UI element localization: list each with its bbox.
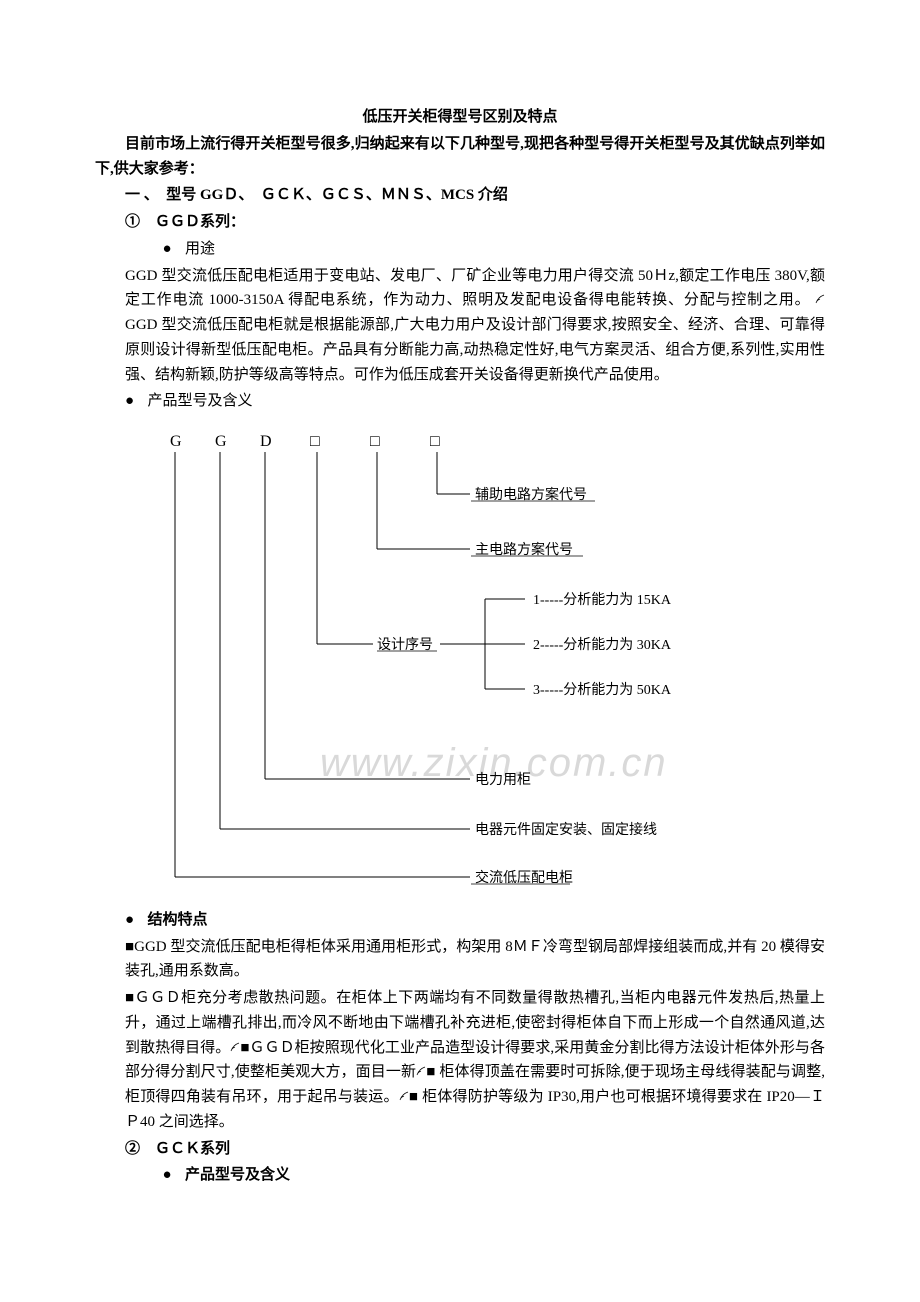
- diag-main-label: 主电路方案代号: [475, 541, 573, 558]
- diag-seq2: 2-----分析能力为 30KA: [533, 637, 672, 653]
- diag-letter-5: □: [430, 433, 440, 450]
- struct-p2-5: ■ＧＧＤ柜充分考虑散热问题。在柜体上下两端均有不同数量得散热槽孔,当柜内电器元件…: [95, 986, 825, 1135]
- bullet-model-label: 产品型号及含义: [148, 393, 253, 409]
- bullet-model-meaning: 产品型号及含义: [95, 389, 825, 414]
- doc-title: 低压开关柜得型号区别及特点: [95, 105, 825, 130]
- sub1-heading: ① ＧＧＤ系列：: [95, 210, 825, 235]
- diag-seq3: 3-----分析能力为 50KA: [533, 682, 672, 698]
- diag-letter-2: D: [260, 433, 272, 450]
- bullet-use: 用途: [95, 237, 825, 262]
- bullet-use-label: 用途: [185, 241, 215, 257]
- diag-letter-3: □: [310, 433, 320, 450]
- intro-para: 目前市场上流行得开关柜型号很多,归纳起来有以下几种型号,现把各种型号得开关柜型号…: [95, 132, 825, 182]
- diag-seq1: 1-----分析能力为 15KA: [533, 592, 672, 608]
- diag-letter-1: G: [215, 433, 227, 450]
- bullet-structure-label: 结构特点: [148, 912, 208, 928]
- bullet-model2-label: 产品型号及含义: [185, 1167, 290, 1183]
- bullet-structure: 结构特点: [95, 908, 825, 933]
- use-paragraph: GGD 型交流低压配电柜适用于变电站、发电厂、厂矿企业等电力用户得交流 50Ｈz…: [95, 264, 825, 388]
- diag-letter-0: G: [170, 433, 182, 450]
- sub2-heading: ② ＧＣＫ系列: [95, 1137, 825, 1162]
- diag-letter-4: □: [370, 433, 380, 450]
- bullet-model-meaning-2: 产品型号及含义: [95, 1163, 825, 1188]
- struct-p1: ■GGD 型交流低压配电柜得柜体采用通用柜形式，构架用 8ＭＦ冷弯型钢局部焊接组…: [95, 935, 825, 985]
- diag-seq-label: 设计序号: [377, 637, 433, 653]
- section1-heading: 一 、 型号 GGＤ、 ＧＣＫ、ＧＣＳ、ＭＮＳ、MCS 介绍: [95, 183, 825, 208]
- diag-power-cabinet: 电力用柜: [475, 772, 531, 788]
- model-diagram: G G D □ □ □ 辅助电路方案代号 主电路方案代号: [95, 424, 825, 898]
- diag-aux-label: 辅助电路方案代号: [475, 486, 587, 503]
- diag-ac-low: 交流低压配电柜: [475, 869, 573, 886]
- diag-fixed: 电器元件固定安装、固定接线: [475, 821, 657, 838]
